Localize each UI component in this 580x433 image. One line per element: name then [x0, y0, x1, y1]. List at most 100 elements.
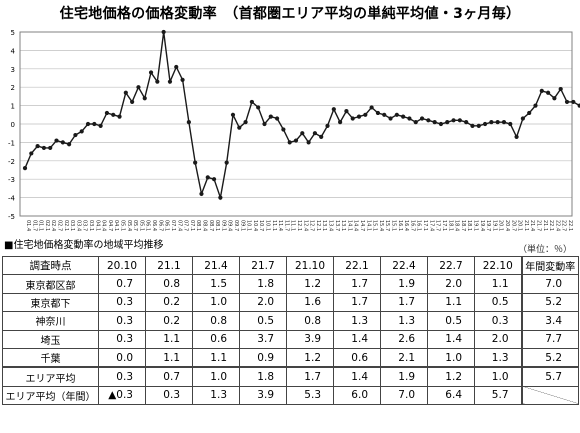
- x-tick-label: 21.1: [523, 220, 529, 231]
- table-row: 神奈川 0.3 0.2 0.8 0.5 0.8 1.3 1.3 0.5 0.3 3.4: [2, 311, 579, 331]
- header-cell: 21.4: [192, 255, 240, 276]
- x-tick-label: 16.10: [416, 220, 422, 231]
- data-point: [281, 127, 286, 132]
- x-tick-label: 03.10: [88, 220, 94, 231]
- x-tick-label: 18.10: [466, 220, 472, 231]
- x-tick-label: 20.10: [517, 220, 523, 231]
- y-tick-label: 3: [11, 66, 15, 74]
- x-tick-label: 07.1: [170, 220, 176, 231]
- data-point: [130, 99, 135, 105]
- table-cell: 5.3: [286, 385, 334, 406]
- x-tick-label: 10.7: [258, 220, 264, 231]
- x-tick-label: 01.4: [25, 220, 31, 231]
- data-point: [363, 112, 368, 117]
- data-point: [413, 120, 418, 125]
- data-point: [205, 175, 210, 180]
- table-cell: 1.2: [286, 347, 334, 368]
- data-point: [457, 118, 462, 123]
- data-point: [256, 105, 261, 110]
- data-point: [527, 110, 532, 116]
- plot-area: [19, 31, 573, 217]
- x-tick-label: 09.7: [233, 220, 239, 231]
- data-point: [224, 160, 229, 165]
- data-point: [539, 88, 544, 93]
- x-tick-label: 08.10: [214, 220, 220, 231]
- table-cell: 2.1: [380, 347, 428, 368]
- x-tick-label: 18.1: [447, 220, 453, 231]
- x-tick-label: 06.10: [164, 220, 170, 231]
- x-tick-label: 02.1: [44, 220, 50, 231]
- data-point: [501, 120, 507, 125]
- x-tick-label: 19.4: [479, 220, 485, 231]
- data-point: [136, 85, 141, 90]
- row-label: 東京都下: [2, 292, 99, 313]
- row-label: エリア平均: [2, 366, 99, 387]
- table-cell: 1.0: [192, 366, 240, 387]
- table-row: 東京都区部 0.7 0.8 1.5 1.8 1.2 1.7 1.9 2.0 1.1 7.0: [2, 274, 579, 294]
- data-point: [476, 123, 481, 128]
- table-cell: 0.3: [98, 311, 146, 331]
- x-tick-label: 14.4: [353, 220, 359, 231]
- data-point: [407, 116, 412, 121]
- table-cell: 0.2: [145, 292, 193, 313]
- data-point: [243, 120, 248, 125]
- unit-label: （単位：％）: [517, 245, 572, 255]
- table-cell: 1.7: [333, 292, 381, 313]
- x-tick-label: 08.1: [195, 220, 201, 231]
- table-cell: 1.1: [192, 347, 240, 368]
- x-tick-label: 22.7: [561, 220, 567, 231]
- table-cell: 0.5: [474, 292, 522, 313]
- data-point: [218, 195, 223, 200]
- data-point: [60, 140, 65, 145]
- x-tick-label: 13.4: [328, 220, 334, 231]
- table-cell: 1.4: [333, 366, 381, 387]
- header-cell: 21.1: [145, 255, 193, 276]
- x-tick-label: 11.7: [283, 220, 289, 231]
- y-tick-label: 4: [11, 47, 16, 55]
- x-tick-label: 08.7: [208, 220, 214, 231]
- x-tick-label: 22.1: [548, 220, 554, 231]
- table-row: 埼玉 0.3 1.1 0.6 3.7 3.9 1.4 2.6 1.4 2.0 7.7: [2, 329, 579, 349]
- header-cell: 22.1: [333, 255, 381, 276]
- y-tick-label: 5: [11, 29, 15, 37]
- table-cell: 1.0: [192, 292, 240, 313]
- data-point: [98, 123, 103, 128]
- table-cell: 0.6: [192, 329, 240, 349]
- data-point: [514, 134, 519, 139]
- data-point: [331, 107, 336, 112]
- table-cell: 1.0: [474, 366, 522, 387]
- data-point: [174, 64, 179, 70]
- x-tick-label: 04.4: [101, 220, 107, 231]
- data-point: [508, 121, 513, 127]
- table-cell: 0.8: [145, 274, 193, 294]
- table-cell: 1.0: [427, 347, 475, 368]
- table-cell: 1.7: [333, 274, 381, 294]
- x-tick-label: 04.10: [113, 220, 119, 231]
- series-line: [24, 31, 580, 201]
- table-cell: 0.0: [98, 347, 146, 368]
- x-tick-label: 01.7: [31, 220, 37, 231]
- chart-title: 住宅地価格の価格変動率 （首都圏エリア平均の単純平均値・3ヶ月毎）: [59, 6, 521, 22]
- table-cell: 1.3: [474, 347, 522, 368]
- data-point: [520, 116, 525, 121]
- data-point: [211, 177, 217, 182]
- x-tick-label: 09.4: [227, 220, 233, 231]
- table-cell: 0.3: [474, 311, 522, 331]
- data-point: [344, 109, 349, 114]
- data-point: [464, 120, 469, 125]
- annual-cell: 7.7: [520, 329, 579, 349]
- data-point: [382, 112, 387, 117]
- data-point: [306, 140, 311, 145]
- table-cell: 1.3: [192, 385, 240, 406]
- data-point: [104, 110, 110, 116]
- x-tick-label: 05.1: [120, 220, 126, 231]
- x-tick-label: 03.4: [75, 220, 81, 231]
- x-tick-label: 20.4: [504, 220, 510, 231]
- annual-cell: 5.2: [520, 292, 579, 313]
- x-tick-label: 11.10: [290, 220, 296, 231]
- x-tick-label: 16.7: [409, 220, 415, 231]
- data-point: [268, 114, 273, 119]
- table-cell: 2.0: [427, 274, 475, 294]
- table-cell: 0.3: [145, 385, 193, 406]
- data-point: [79, 129, 84, 134]
